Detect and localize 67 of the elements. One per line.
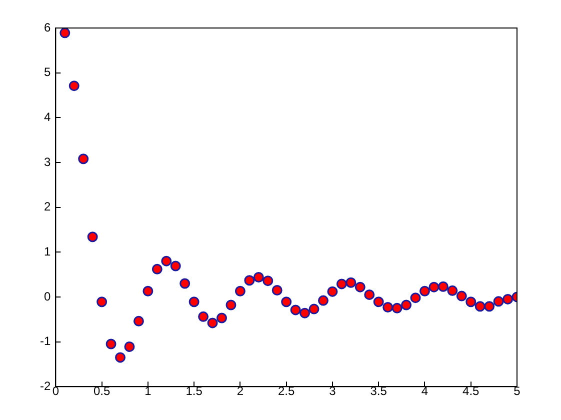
y-tick-label: 4 <box>44 110 51 124</box>
y-tick-label: 0 <box>44 289 51 304</box>
point <box>474 301 486 312</box>
point <box>281 296 292 308</box>
point <box>60 28 70 38</box>
point <box>68 80 80 92</box>
point <box>410 292 421 304</box>
y-tick-label: 1 <box>44 244 51 258</box>
point <box>234 286 246 296</box>
point <box>456 290 467 302</box>
point <box>253 272 264 282</box>
point <box>188 296 200 308</box>
y-tick-label: 5 <box>44 65 51 80</box>
point <box>364 289 375 300</box>
point <box>133 316 144 326</box>
point <box>198 311 209 322</box>
x-tick-label: 1.5 <box>186 384 203 398</box>
point <box>466 296 476 308</box>
point <box>484 301 495 312</box>
x-tick-label: 2 <box>236 384 244 398</box>
point <box>142 286 154 296</box>
point <box>272 284 282 296</box>
point <box>327 286 338 297</box>
point <box>106 338 116 350</box>
point <box>161 256 172 266</box>
point <box>96 296 108 308</box>
point <box>346 277 356 288</box>
point <box>244 275 255 286</box>
point <box>152 264 162 274</box>
y-tick-label: 2 <box>44 200 51 214</box>
y-tick-label: -2 <box>40 378 51 393</box>
point <box>318 295 328 306</box>
point <box>493 296 504 307</box>
point <box>382 302 394 313</box>
point <box>262 276 274 286</box>
y-tick-label: 3 <box>44 154 51 169</box>
y-tick-label: -1 <box>40 334 51 348</box>
point <box>447 285 458 296</box>
point <box>124 341 135 352</box>
point <box>354 282 366 292</box>
x-tick-label: 3.5 <box>370 384 388 398</box>
point <box>290 304 301 316</box>
point <box>300 308 310 318</box>
point <box>226 300 236 310</box>
x-tick-label: 1 <box>144 384 152 398</box>
x-tick-label: 2.5 <box>278 384 295 398</box>
x-tick-label: 5 <box>514 384 521 398</box>
x-tick-label: 4 <box>421 384 428 398</box>
point <box>373 296 384 308</box>
point <box>336 278 347 290</box>
point <box>438 281 448 292</box>
point <box>392 302 402 314</box>
point <box>115 352 126 363</box>
point <box>170 260 181 272</box>
point <box>207 318 218 328</box>
x-tick-label: 0.5 <box>93 384 110 398</box>
point <box>180 278 190 289</box>
point <box>216 312 227 324</box>
y-tick-label: 6 <box>44 20 51 34</box>
point <box>308 304 320 314</box>
point <box>428 282 440 292</box>
point <box>87 232 98 242</box>
point <box>419 286 430 296</box>
point <box>401 300 412 310</box>
x-tick-label: 4.5 <box>462 384 480 398</box>
point <box>78 154 89 164</box>
point <box>502 294 514 304</box>
